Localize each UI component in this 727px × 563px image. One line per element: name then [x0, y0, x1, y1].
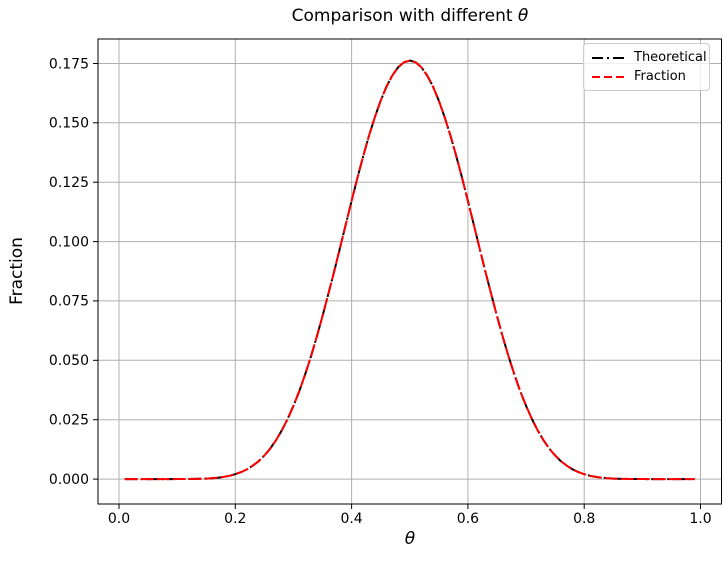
- y-tick-label: 0.000: [49, 472, 89, 488]
- x-tick-label: 0.8: [573, 511, 595, 527]
- x-tick-label: 0.2: [224, 511, 246, 527]
- x-tick-label: 1.0: [689, 511, 711, 527]
- axes-spines: [97, 38, 722, 505]
- y-tick-label: 0.125: [49, 175, 89, 191]
- x-tick-label: 0.6: [457, 511, 479, 527]
- dashdot-line-sample: [592, 56, 624, 59]
- y-tick-label: 0.050: [49, 353, 89, 369]
- legend-item-fraction: Fraction: [591, 69, 702, 84]
- y-axis-label: Fraction: [7, 237, 27, 305]
- y-tick-label: 0.075: [49, 294, 89, 310]
- legend: Theoretical Fraction: [583, 43, 710, 91]
- x-tick-label: 0.4: [340, 511, 362, 527]
- y-tick-label: 0.175: [49, 56, 89, 72]
- chart-title-text: Comparison with different: [291, 6, 518, 26]
- dashed-line-sample: [592, 75, 624, 78]
- y-tick-label: 0.150: [49, 116, 89, 132]
- x-axis-label: θ: [404, 529, 416, 549]
- x-tick-label: 0.0: [108, 511, 130, 527]
- legend-label-theoretical: Theoretical: [634, 50, 707, 65]
- y-tick-label: 0.100: [49, 234, 89, 250]
- legend-label-fraction: Fraction: [634, 69, 686, 84]
- series-line-fraction: [124, 59, 695, 481]
- legend-item-theoretical: Theoretical: [591, 50, 707, 65]
- series-line-theoretical: [124, 59, 695, 481]
- chart-title-theta-symbol: θ: [517, 6, 529, 26]
- chart-title: Comparison with different θ: [98, 6, 722, 26]
- y-tick-label: 0.025: [49, 413, 89, 429]
